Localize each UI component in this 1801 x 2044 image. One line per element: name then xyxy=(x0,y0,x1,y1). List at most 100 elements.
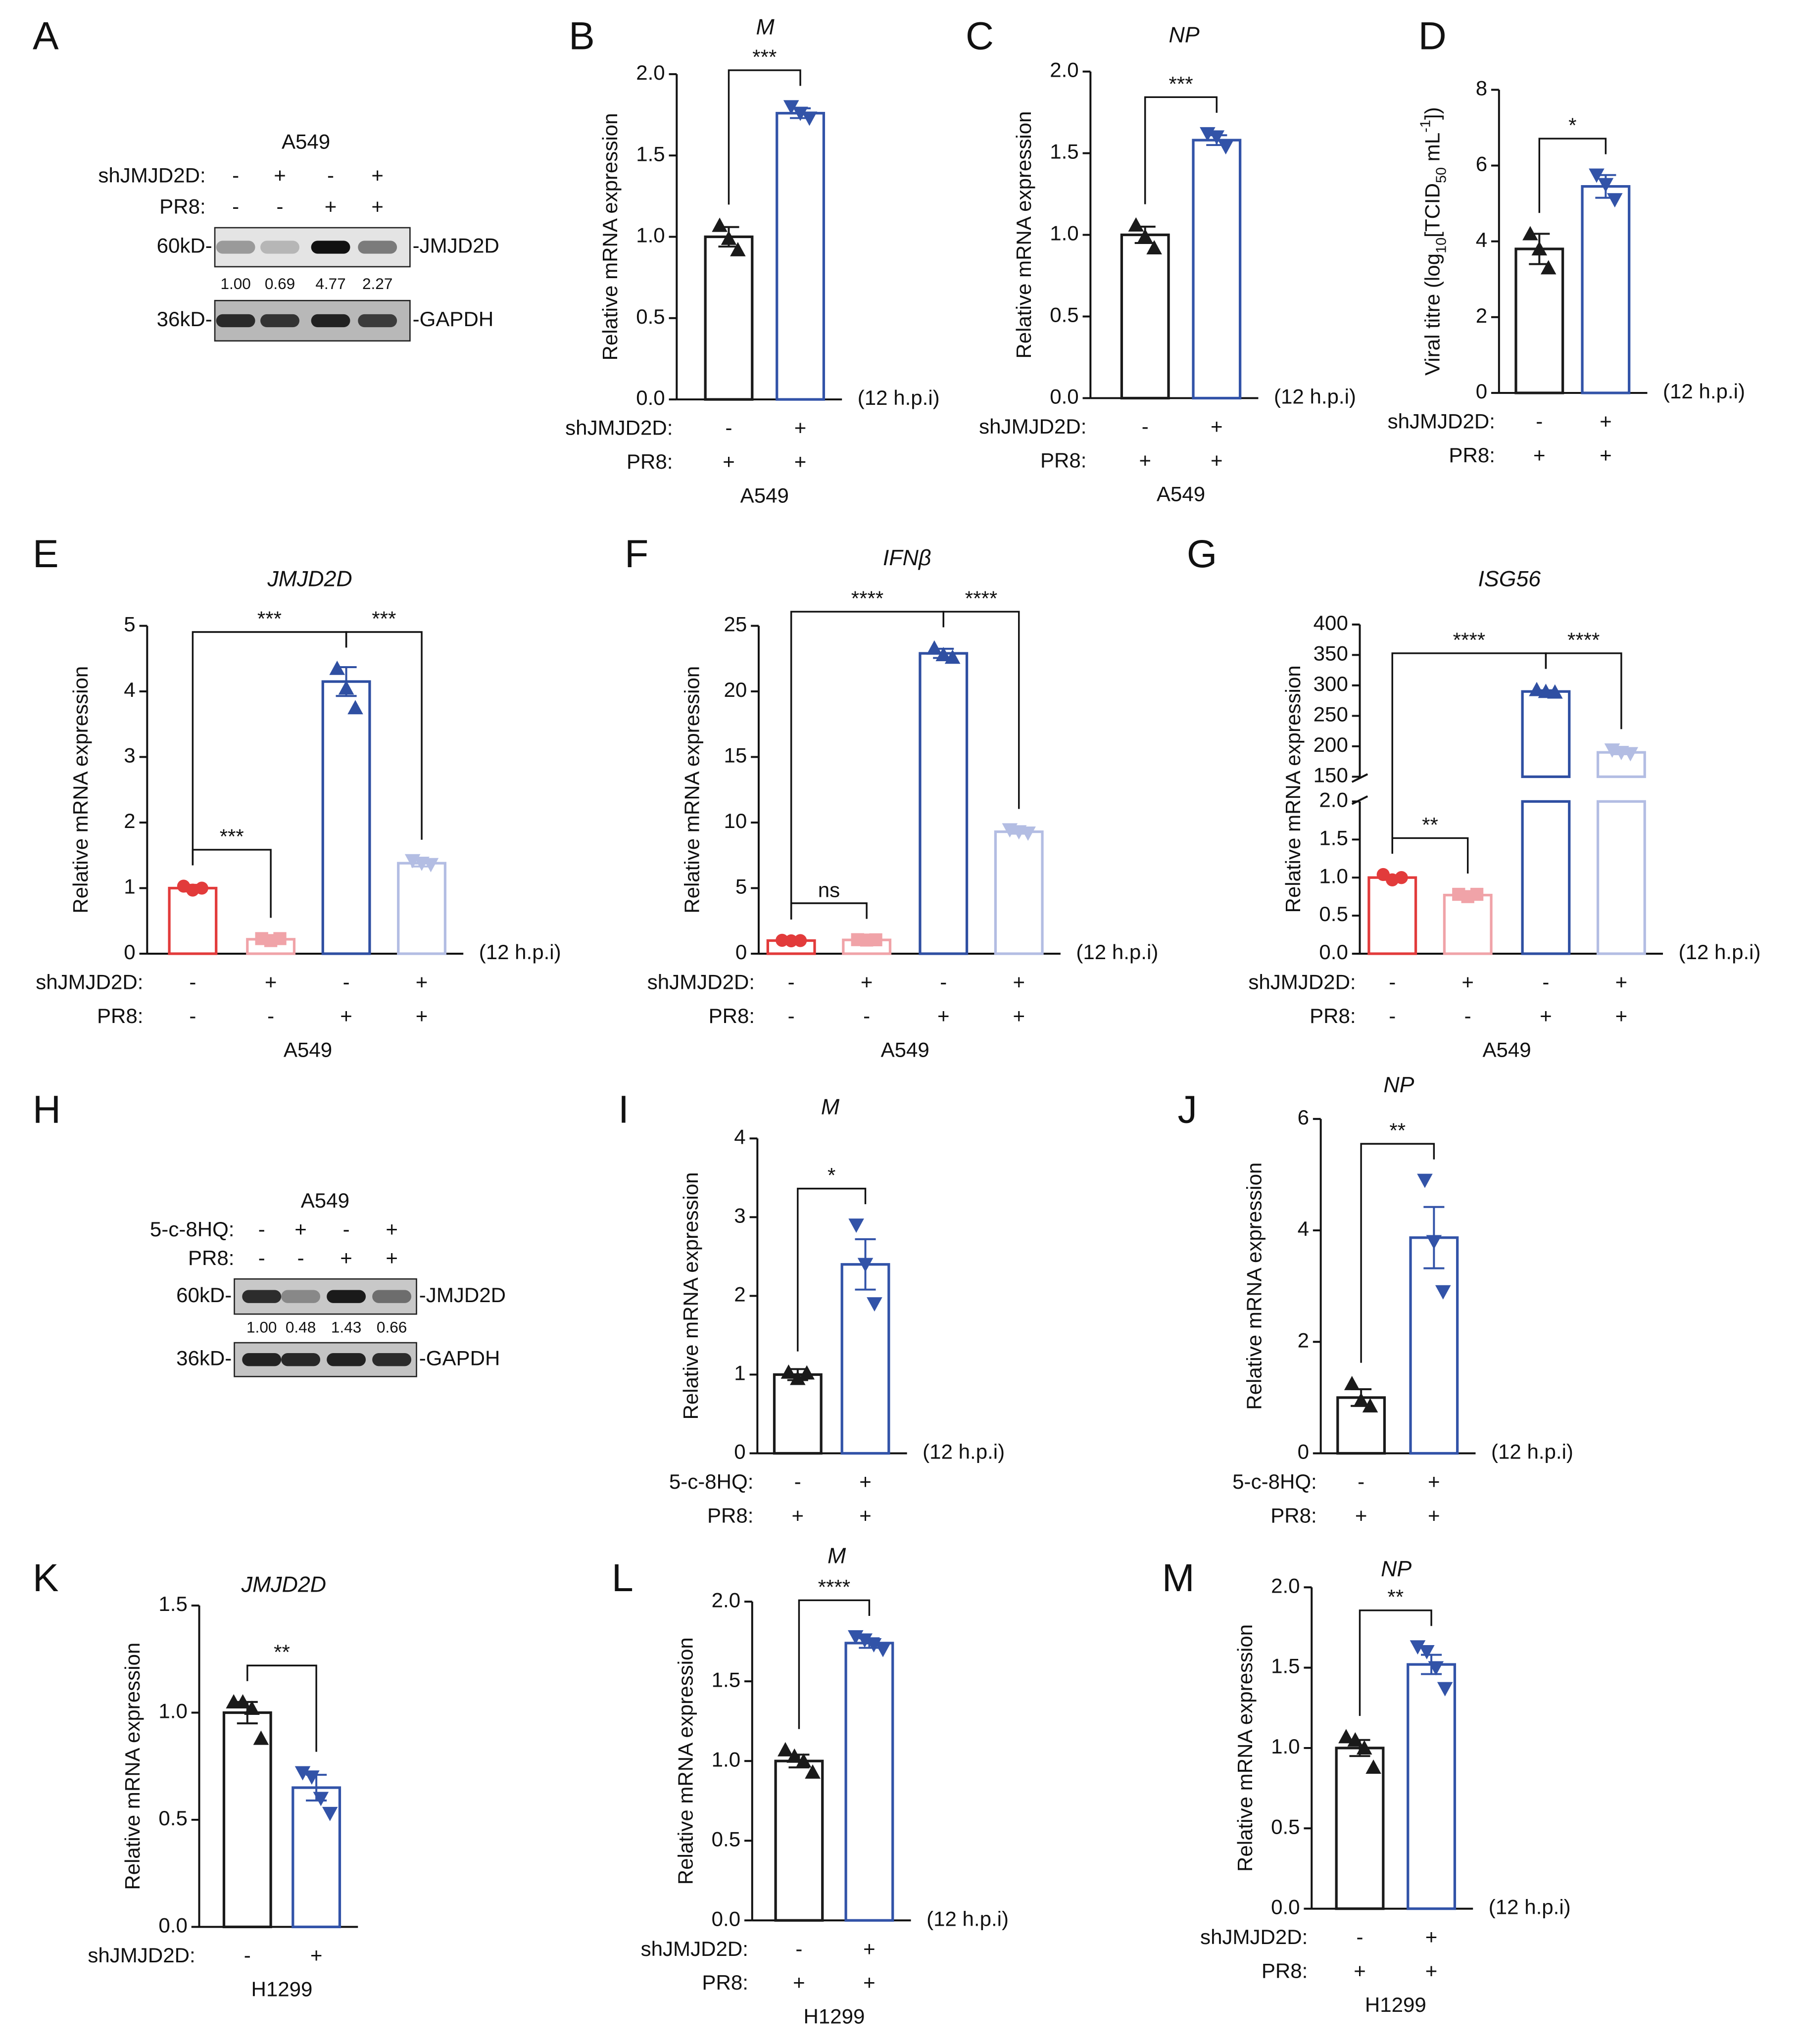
data-point xyxy=(801,111,818,126)
row-sign: + xyxy=(861,971,873,994)
y-tick-label: 1.0 xyxy=(1271,1735,1300,1758)
bar xyxy=(1596,800,1646,955)
bar xyxy=(1367,876,1417,955)
data-point xyxy=(866,1638,882,1653)
row-label: shJMJD2D: xyxy=(979,415,1086,438)
chart-title: NP xyxy=(1169,23,1200,47)
data-point xyxy=(1522,226,1538,241)
y-tick-label: 2 xyxy=(124,809,135,832)
significance-bracket xyxy=(1545,652,1622,730)
row-sign: + xyxy=(1428,1504,1440,1527)
panel-label: H xyxy=(33,1088,61,1131)
data-point xyxy=(926,640,942,655)
bar xyxy=(844,1642,894,1922)
y-tick-label: 5 xyxy=(735,875,747,898)
significance-label: **** xyxy=(1453,628,1485,651)
y-tick-label: 5 xyxy=(124,613,135,636)
note: (12 h.p.i) xyxy=(1489,1896,1571,1919)
y-tick-label: 1.5 xyxy=(1271,1655,1300,1678)
significance-label: ** xyxy=(274,1641,290,1664)
row-sign: + xyxy=(1013,971,1025,994)
panel-label: I xyxy=(618,1088,629,1131)
y-tick-label: 0.0 xyxy=(1050,385,1078,408)
panel-label: C xyxy=(966,14,994,58)
significance-bracket xyxy=(1360,1143,1435,1363)
note: (12 h.p.i) xyxy=(1274,385,1356,408)
y-tick-label: 1 xyxy=(734,1362,745,1385)
significance-label: *** xyxy=(1168,72,1193,96)
y-tick-label: 0 xyxy=(1298,1440,1309,1463)
data-point xyxy=(338,680,354,695)
data-point xyxy=(1217,140,1234,155)
data-point xyxy=(848,1218,864,1233)
row-sign: - xyxy=(297,1246,304,1269)
row-label: PR8: xyxy=(1270,1504,1316,1527)
y-tick-label: 1.0 xyxy=(158,1700,187,1723)
data-point xyxy=(1419,1645,1435,1659)
axis-break xyxy=(1351,795,1368,805)
bar xyxy=(774,1759,824,1922)
blot-band xyxy=(372,1353,412,1366)
group-label: H1299 xyxy=(803,2005,865,2028)
panel-label: B xyxy=(569,14,595,58)
row-sign: - xyxy=(1389,971,1396,994)
band-protein: -JMJD2D xyxy=(419,1283,506,1307)
data-point xyxy=(235,1694,251,1709)
row-sign: + xyxy=(794,416,807,439)
y-tick-label: 3 xyxy=(734,1204,745,1227)
row-sign: - xyxy=(343,1217,350,1241)
axis-break xyxy=(1351,773,1368,783)
y-tick-label: 1.0 xyxy=(636,224,665,247)
bar xyxy=(776,112,826,401)
y-tick-label: 0.0 xyxy=(636,386,665,409)
row-sign: + xyxy=(859,1470,872,1493)
row-label: PR8: xyxy=(1262,1959,1308,1983)
band-protein: -GAPDH xyxy=(413,307,494,331)
data-point xyxy=(786,1748,803,1763)
y-tick-label: 0 xyxy=(734,1440,745,1463)
blot-band xyxy=(216,241,255,254)
y-tick-label: 2.0 xyxy=(1050,58,1078,82)
data-point xyxy=(867,1297,882,1312)
significance-bracket xyxy=(246,1664,317,1752)
data-point xyxy=(857,1258,874,1272)
row-sign: - xyxy=(267,1004,274,1027)
panel-4: F IFNβ Relative mRNA expression 0 5 10 15 20 25 s… xyxy=(625,532,1158,1061)
row-sign: + xyxy=(1600,443,1612,467)
data-point xyxy=(1356,1740,1372,1755)
data-point xyxy=(1395,871,1408,884)
data-point xyxy=(1410,1640,1426,1655)
group-label: H1299 xyxy=(1365,1993,1426,2016)
y-axis-label: Relative mRNA expression xyxy=(1012,111,1035,358)
row-sign: + xyxy=(274,164,286,187)
y-axis-label-part: 50 xyxy=(1433,167,1449,183)
row-sign: + xyxy=(723,450,735,473)
row-sign: - xyxy=(1389,1004,1396,1027)
significance-label: **** xyxy=(965,586,997,610)
row-sign: + xyxy=(863,1971,876,1994)
chart-title: NP xyxy=(1381,1557,1412,1581)
row-sign: - xyxy=(232,195,239,218)
significance-bracket xyxy=(1359,1609,1432,1716)
row-sign: + xyxy=(1355,1504,1367,1527)
y-axis-label: Viral titre (log10[TCID50 mL-1]) xyxy=(1417,107,1449,376)
blot-band xyxy=(216,314,255,328)
significance-label: *** xyxy=(257,607,282,630)
panel-8: K JMJD2D Relative mRNA expression 0.0 0.5 1.0… xyxy=(33,1556,358,2000)
y-axis-label: Relative mRNA expression xyxy=(674,1637,697,1885)
row-label: 5-c-8HQ: xyxy=(1232,1470,1317,1493)
band-quantification: 1.43 xyxy=(331,1318,361,1336)
data-point xyxy=(423,858,439,873)
y-tick-label: 200 xyxy=(1314,733,1348,756)
y-tick-label: 1.5 xyxy=(1319,826,1348,849)
group-label: A549 xyxy=(1482,1038,1531,1061)
row-sign: + xyxy=(863,1937,876,1960)
cell-line-label: A549 xyxy=(282,130,330,153)
y-axis-label-part: -1 xyxy=(1417,120,1433,133)
bar xyxy=(168,886,218,955)
row-sign: + xyxy=(1461,971,1474,994)
panel-label: D xyxy=(1418,14,1447,58)
row-label: PR8: xyxy=(627,450,673,473)
row-sign: + xyxy=(1615,1004,1628,1027)
